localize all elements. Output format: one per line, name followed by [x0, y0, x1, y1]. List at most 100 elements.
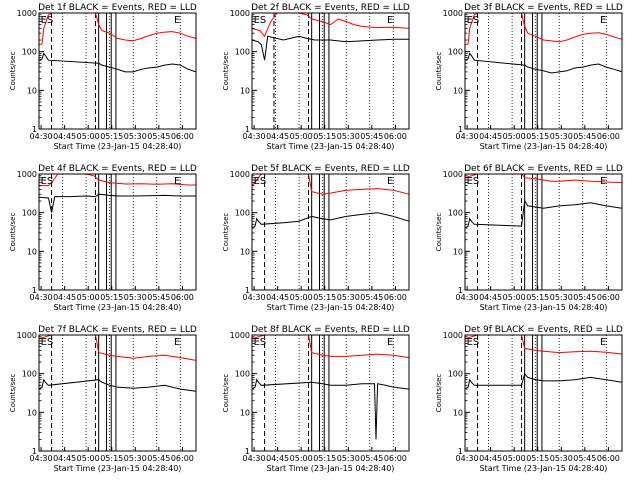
- x-axis-label: Start Time (23-Jan-15 04:28:40): [267, 464, 395, 473]
- interval-box: [536, 334, 543, 452]
- marker-label: E: [467, 15, 473, 26]
- series-lld: [464, 12, 623, 46]
- y-axis-label: Counts/sec: [222, 213, 230, 252]
- y-tick-label: 10: [240, 86, 250, 95]
- y-tick-label: 10: [240, 247, 250, 256]
- y-tick-label: 1000: [17, 170, 37, 179]
- x-tick-label: 04:30: [456, 454, 479, 463]
- x-tick-label: 05:15: [526, 132, 549, 141]
- x-tick-label: 05:00: [503, 132, 526, 141]
- y-axis-label: Counts/sec: [222, 374, 230, 413]
- x-tick-label: 04:45: [53, 132, 76, 141]
- x-tick-label: 04:45: [479, 132, 502, 141]
- marker-label: E: [174, 15, 180, 26]
- y-tick-label: 1000: [17, 9, 37, 18]
- x-tick-label: 06:00: [597, 454, 620, 463]
- y-tick-label: 10: [453, 247, 463, 256]
- x-tick-label: 05:15: [100, 293, 123, 302]
- x-tick-label: 05:30: [550, 454, 573, 463]
- marker-label: S: [473, 15, 479, 26]
- x-tick-label: 04:30: [30, 293, 53, 302]
- interval-box: [323, 334, 330, 452]
- y-tick-label: 1000: [17, 331, 37, 340]
- x-tick-label: 04:45: [479, 454, 502, 463]
- x-tick-label: 05:30: [550, 293, 573, 302]
- y-axis-label: Counts/sec: [9, 374, 17, 413]
- series-events: [464, 52, 623, 74]
- series-events: [464, 372, 623, 390]
- series-events: [464, 199, 623, 229]
- x-tick-label: 04:30: [456, 132, 479, 141]
- x-tick-label: 05:45: [147, 454, 170, 463]
- y-tick-label: 100: [448, 209, 463, 218]
- x-tick-label: 05:00: [77, 454, 100, 463]
- plot-frame: [251, 173, 410, 291]
- x-axis-label: Start Time (23-Jan-15 04:28:40): [54, 303, 182, 312]
- x-axis-label: Start Time (23-Jan-15 04:28:40): [480, 464, 608, 473]
- y-tick-label: 10: [240, 408, 250, 417]
- x-tick-label: 04:30: [30, 454, 53, 463]
- marker-label: E: [387, 176, 393, 187]
- y-axis-label: Counts/sec: [435, 213, 443, 252]
- interval-box: [323, 12, 330, 130]
- x-tick-label: 06:00: [384, 293, 407, 302]
- marker-label: S: [260, 176, 266, 187]
- interval-box: [110, 173, 117, 291]
- y-axis-label: Counts/sec: [222, 52, 230, 91]
- marker-label: E: [254, 15, 260, 26]
- x-tick-label: 05:00: [290, 454, 313, 463]
- y-tick-label: 100: [235, 370, 250, 379]
- marker-label: E: [254, 176, 260, 187]
- x-tick-label: 05:00: [290, 132, 313, 141]
- x-tick-label: 06:00: [597, 132, 620, 141]
- marker-label: E: [41, 337, 47, 348]
- series-events: [251, 35, 409, 61]
- x-axis-label: Start Time (23-Jan-15 04:28:40): [267, 303, 395, 312]
- x-tick-label: 05:15: [313, 293, 336, 302]
- y-tick-label: 1: [458, 125, 463, 134]
- marker-label: S: [47, 337, 53, 348]
- x-tick-label: 05:30: [124, 293, 147, 302]
- plot-frame: [38, 173, 197, 291]
- x-tick-label: 05:30: [337, 132, 360, 141]
- y-tick-label: 10: [27, 408, 37, 417]
- series-lld: [464, 173, 623, 184]
- y-tick-label: 100: [448, 48, 463, 57]
- x-tick-label: 05:15: [100, 454, 123, 463]
- x-tick-label: 05:30: [337, 293, 360, 302]
- panel-title: Det 5f BLACK = Events, RED = LLD: [251, 164, 410, 174]
- interval-box: [110, 12, 117, 130]
- y-tick-label: 1: [245, 125, 250, 134]
- x-tick-label: 05:30: [124, 454, 147, 463]
- series-lld: [251, 173, 410, 195]
- y-axis-label: Counts/sec: [435, 52, 443, 91]
- series-events: [251, 378, 410, 440]
- marker-label: E: [174, 337, 180, 348]
- x-tick-label: 06:00: [171, 132, 194, 141]
- x-tick-label: 05:00: [290, 293, 313, 302]
- marker-label: E: [254, 337, 260, 348]
- y-tick-label: 100: [448, 370, 463, 379]
- y-tick-label: 10: [453, 408, 463, 417]
- y-tick-label: 1: [32, 447, 37, 456]
- x-tick-label: 05:45: [147, 132, 170, 141]
- y-tick-label: 10: [453, 86, 463, 95]
- x-tick-label: 05:15: [313, 132, 336, 141]
- x-tick-label: 06:00: [171, 454, 194, 463]
- x-tick-label: 04:45: [266, 132, 289, 141]
- x-axis-label: Start Time (23-Jan-15 04:28:40): [267, 142, 395, 151]
- marker-label: S: [260, 337, 266, 348]
- y-axis-label: Counts/sec: [9, 52, 17, 91]
- panel-title: Det 2f BLACK = Events, RED = LLD: [251, 3, 410, 13]
- x-tick-label: 04:30: [243, 293, 266, 302]
- x-tick-label: 05:15: [313, 454, 336, 463]
- marker-label: S: [260, 15, 266, 26]
- y-tick-label: 100: [235, 209, 250, 218]
- y-tick-label: 1000: [443, 331, 463, 340]
- marker-label: E: [387, 337, 393, 348]
- plot-frame: [464, 334, 623, 452]
